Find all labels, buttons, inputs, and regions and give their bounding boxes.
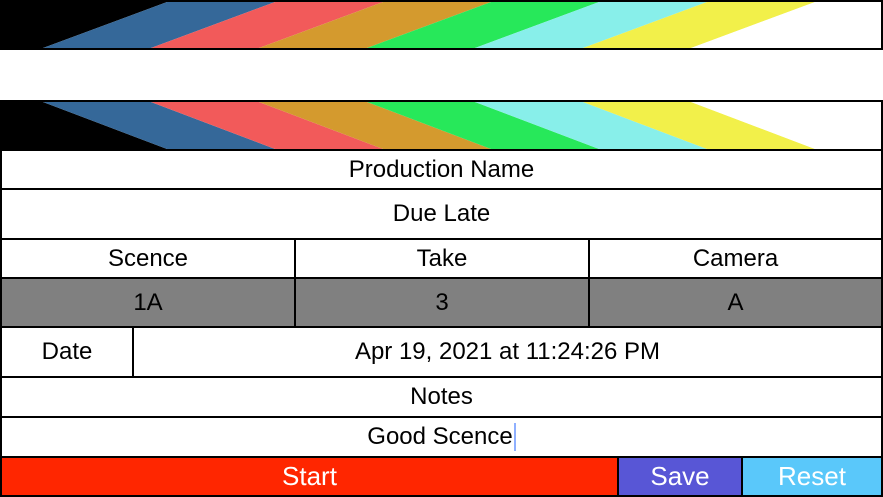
reset-button[interactable]: Reset [741, 456, 883, 497]
take-label: Take [294, 238, 590, 279]
clapper-stripe [43, 102, 275, 149]
scene-field[interactable]: 1A [0, 277, 296, 328]
scene-label: Scence [0, 238, 296, 279]
production-name-field[interactable]: Due Late [0, 188, 883, 240]
clapper-bottom-slate [0, 100, 883, 151]
clapper-stripe [0, 102, 167, 149]
clapper-stripe [583, 102, 815, 149]
clapper-stripe [151, 2, 383, 48]
notes-label: Notes [0, 376, 883, 418]
text-cursor [513, 423, 516, 451]
clapper-stripe [367, 102, 599, 149]
clapper-stripe [583, 2, 815, 48]
date-label: Date [0, 326, 134, 378]
clapper-stripe [0, 2, 167, 48]
clapper-stripe [691, 102, 883, 149]
clapper-stripe [691, 2, 883, 48]
clapper-stripe [151, 102, 383, 149]
clapper-stripe [367, 2, 599, 48]
clapper-stripe [475, 2, 707, 48]
notes-text: Good Scence [367, 423, 513, 450]
clapper-frame [0, 0, 883, 50]
clapper-stripe [259, 2, 491, 48]
take-field[interactable]: 3 [294, 277, 590, 328]
clapper-stripe [43, 2, 275, 48]
clapper-stripe [259, 102, 491, 149]
production-name-label: Production Name [0, 149, 883, 190]
clapper-stripe [475, 102, 707, 149]
save-button[interactable]: Save [617, 456, 743, 497]
clapper-top-stick [0, 0, 883, 50]
camera-label: Camera [588, 238, 883, 279]
camera-field[interactable]: A [588, 277, 883, 328]
notes-field[interactable]: Good Scence [0, 416, 883, 458]
date-picker[interactable]: Apr 19, 2021 at 11:24:26 PM [132, 326, 883, 378]
start-button[interactable]: Start [0, 456, 619, 497]
